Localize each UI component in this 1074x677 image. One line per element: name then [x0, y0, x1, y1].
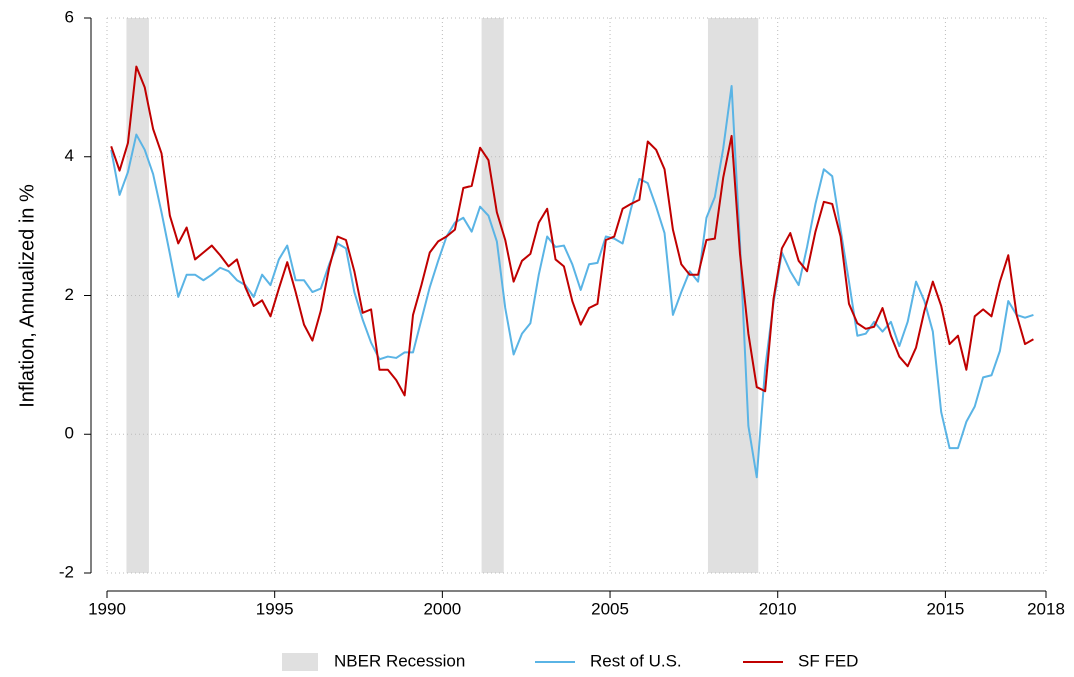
recession-band — [481, 18, 504, 573]
legend-label: Rest of U.S. — [590, 651, 682, 670]
x-tick-label: 2015 — [926, 599, 964, 618]
series-line — [110, 65, 1034, 397]
legend-label: NBER Recession — [334, 651, 465, 670]
legend-swatch — [282, 653, 318, 671]
x-tick-label: 2005 — [591, 599, 629, 618]
x-tick-label: 1995 — [256, 599, 294, 618]
y-tick-label: 4 — [65, 146, 74, 165]
recession-band — [126, 18, 149, 573]
y-axis-label: Inflation, Annualized in % — [16, 184, 38, 408]
y-tick-label: 6 — [65, 7, 74, 26]
x-tick-label: 2010 — [759, 599, 797, 618]
y-tick-label: 2 — [65, 285, 74, 304]
x-tick-label: 1990 — [88, 599, 126, 618]
x-tick-label: 2018 — [1027, 599, 1065, 618]
y-tick-label: 0 — [65, 424, 74, 443]
x-tick-label: 2000 — [423, 599, 461, 618]
legend-label: SF FED — [798, 651, 858, 670]
y-tick-label: -2 — [59, 562, 74, 581]
series-line — [110, 84, 1034, 479]
